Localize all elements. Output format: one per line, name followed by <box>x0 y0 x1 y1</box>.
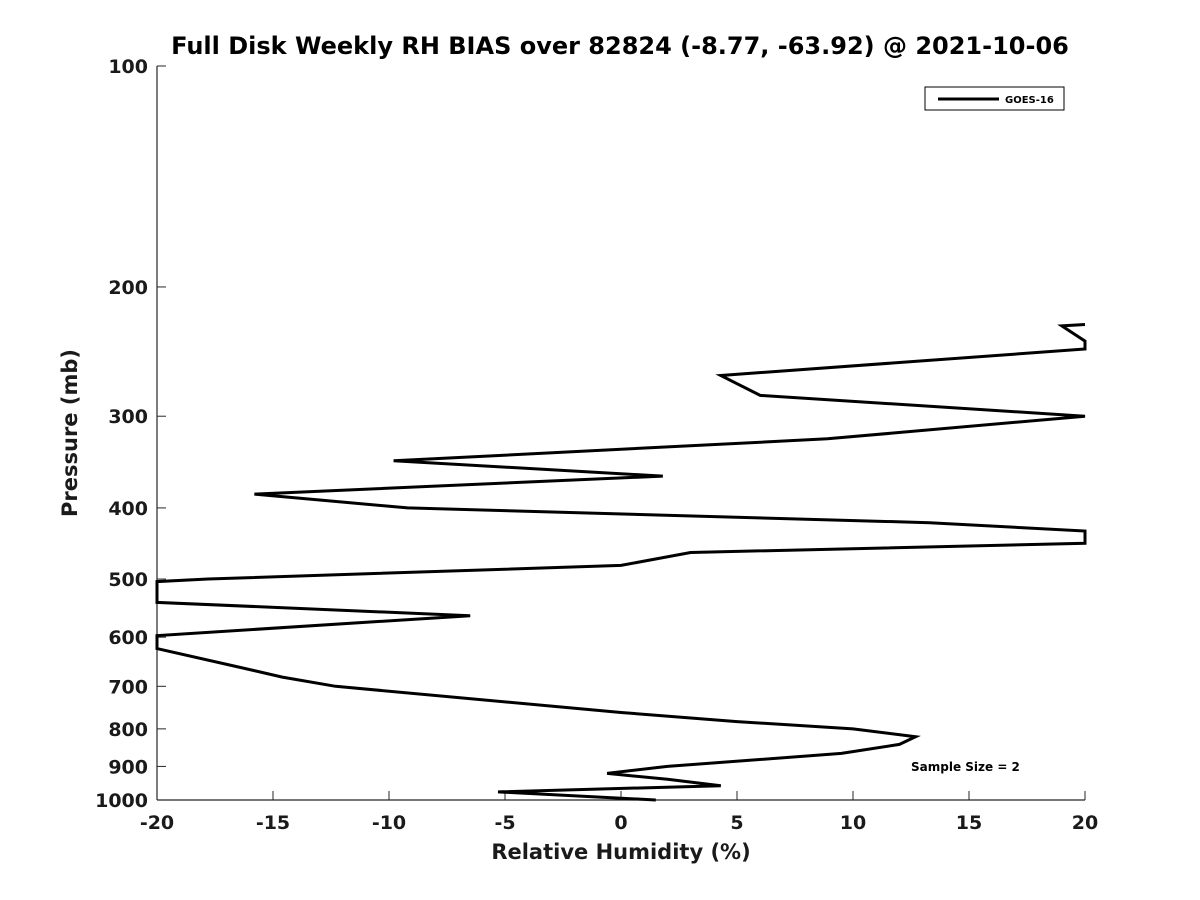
y-axis-ticks: 100 200 300 400 500 600 700 800 900 1000 <box>95 56 166 812</box>
y-tick-label: 100 <box>108 56 148 78</box>
legend: GOES-16 <box>924 86 1065 111</box>
x-tick-label: -15 <box>256 812 290 834</box>
y-axis-label: Pressure (mb) <box>58 349 82 517</box>
x-axis-ticks: -20 -15 -10 -5 0 5 10 15 20 <box>140 791 1098 834</box>
y-tick-label: 800 <box>108 719 148 741</box>
series-line-goes-16 <box>155 323 1087 802</box>
y-tick-label: 600 <box>108 627 148 649</box>
x-tick-label: 5 <box>730 812 743 834</box>
x-tick-label: 0 <box>614 812 627 834</box>
chart-title: Full Disk Weekly RH BIAS over 82824 (-8.… <box>171 32 1069 60</box>
x-tick-label: 10 <box>840 812 866 834</box>
y-tick-label: 200 <box>108 277 148 299</box>
x-tick-label: 15 <box>956 812 982 834</box>
x-tick-label: -20 <box>140 812 174 834</box>
y-tick-label: 500 <box>108 569 148 591</box>
x-tick-label: -10 <box>372 812 406 834</box>
y-tick-label: 300 <box>108 406 148 428</box>
legend-label-goes-16: GOES-16 <box>1005 95 1054 106</box>
y-tick-label: 1000 <box>95 790 148 812</box>
x-tick-label: 20 <box>1072 812 1098 834</box>
sample-size-annotation: Sample Size = 2 <box>911 760 1020 774</box>
x-tick-label: -5 <box>494 812 515 834</box>
x-axis-label: Relative Humidity (%) <box>491 840 750 864</box>
y-tick-label: 900 <box>108 756 148 778</box>
series-layer <box>155 323 1087 802</box>
y-tick-label: 400 <box>108 498 148 520</box>
y-tick-label: 700 <box>108 676 148 698</box>
